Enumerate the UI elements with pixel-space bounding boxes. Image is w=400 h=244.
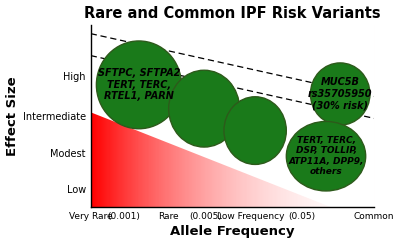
- Ellipse shape: [169, 70, 240, 147]
- Title: Rare and Common IPF Risk Variants: Rare and Common IPF Risk Variants: [84, 6, 381, 20]
- Ellipse shape: [286, 122, 366, 191]
- Y-axis label: Effect Size: Effect Size: [6, 76, 18, 156]
- Ellipse shape: [224, 97, 286, 164]
- Text: TERT, TERC,
DSP, TOLLIP,
ATP11A, DPP9,
others: TERT, TERC, DSP, TOLLIP, ATP11A, DPP9, o…: [288, 136, 364, 176]
- Text: SFTPC, SFTPA2
TERT, TERC,
RTEL1, PARN: SFTPC, SFTPA2 TERT, TERC, RTEL1, PARN: [98, 68, 180, 102]
- Ellipse shape: [310, 63, 370, 125]
- Ellipse shape: [96, 41, 182, 129]
- Polygon shape: [91, 24, 374, 207]
- Text: MUC5B
rs35705950
(30% risk): MUC5B rs35705950 (30% risk): [308, 77, 372, 111]
- X-axis label: Allele Frequency: Allele Frequency: [170, 225, 295, 238]
